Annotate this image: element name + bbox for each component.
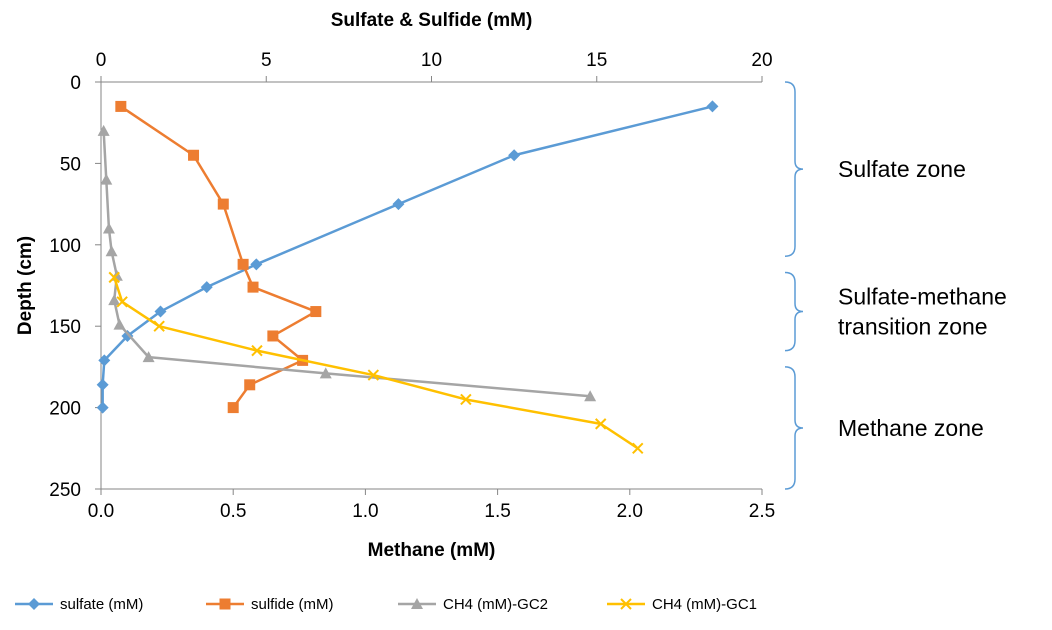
ch4-gc1-point [153, 320, 165, 332]
series-line-ch4-mm-gc1 [113, 276, 639, 450]
top-tick-label: 5 [261, 50, 272, 71]
sulfide-point [227, 402, 239, 414]
axes-group: 0 5 10 15 20 0.0 0.5 1.0 1.5 2.0 2.5 0 50 100 150 200 25… [15, 10, 775, 561]
bottom-tick-label: 1.5 [484, 501, 510, 522]
y-tick-label: 150 [49, 317, 81, 338]
sulfide-point [115, 100, 127, 112]
zone-label: transition zone [838, 314, 988, 340]
sulfide-point [244, 379, 256, 391]
y-tick-label: 200 [49, 399, 81, 420]
y-tick-label: 250 [49, 480, 81, 501]
zone-brace [784, 271, 804, 352]
legend-item-sulfate-mm: sulfate (mM) [15, 596, 143, 613]
top-tick-label: 0 [96, 50, 107, 71]
sulfate-point [250, 258, 263, 271]
ch4-gc1-point-stroke [620, 598, 632, 610]
sulfate-point [706, 100, 719, 113]
bottom-axis-title: Methane (mM) [368, 540, 496, 561]
bottom-tick-label: 1.0 [352, 501, 378, 522]
series-line-ch4-mm-gc2 [102, 130, 591, 398]
sulfide-point [267, 330, 279, 342]
ch4-gc1-point [251, 344, 263, 357]
sulfate-point [96, 378, 109, 391]
legend-item-sulfide-mm: sulfide (mM) [206, 596, 334, 613]
ch4-gc2-point [142, 351, 155, 363]
legend-item-ch4-mm-gc1: CH4 (mM)-GC1 [607, 596, 757, 613]
top-axis-title: Sulfate & Sulfide (mM) [331, 10, 533, 31]
zone-label: Methane zone [838, 415, 984, 441]
zone-label: Sulfate zone [838, 156, 966, 182]
ch4-gc2-point [102, 222, 115, 234]
ch4-gc2-point [113, 318, 126, 330]
sulfate-point [154, 305, 167, 318]
sulfate-point [121, 329, 134, 342]
sulfate-point [98, 354, 111, 367]
ch4-gc2-point [100, 173, 113, 185]
ch4-gc1-point [632, 442, 644, 455]
ch4-gc2-point [97, 124, 110, 136]
legend-label: CH4 (mM)-GC2 [443, 596, 548, 613]
series-line-sulfide-mm [120, 105, 318, 409]
sulfide-point [217, 198, 229, 210]
sulfate-point [96, 401, 109, 414]
series-sulfate-mm [96, 100, 719, 414]
legend-item-ch4-mm-gc2: CH4 (mM)-GC2 [398, 596, 548, 613]
ch4-gc1-point [116, 296, 128, 308]
ch4-gc1-point-stroke [153, 320, 165, 332]
legend-group: sulfate (mM) sulfide (mM) CH4 (mM)-GC2 CH4 … [15, 596, 757, 613]
ch4-gc2-point [319, 367, 332, 379]
ch4-gc1-point [108, 271, 120, 284]
ch4-gc2-point [105, 245, 118, 257]
top-tick-label: 10 [421, 50, 442, 71]
sulfide-point [188, 149, 200, 161]
ch4-gc1-point-stroke [251, 344, 263, 357]
bottom-tick-label: 2.0 [617, 501, 643, 522]
ch4-gc2-point [411, 598, 423, 609]
sulfate-point [392, 198, 405, 211]
sulfate-point [508, 149, 521, 162]
sulfide-point [219, 598, 231, 610]
zone-brace [784, 366, 804, 490]
legend-label: CH4 (mM)-GC1 [652, 596, 757, 613]
zone-brace [784, 81, 804, 257]
ch4-gc1-point [367, 369, 380, 381]
legend-label: sulfide (mM) [251, 596, 334, 613]
top-tick-label: 20 [751, 50, 772, 71]
zone-label: Sulfate-methane [838, 284, 1007, 310]
ch4-gc1-point-stroke [595, 418, 607, 430]
sulfide-point [237, 258, 249, 270]
sulfate-point [200, 281, 213, 294]
y-tick-label: 50 [60, 154, 81, 175]
sulfide-point [247, 281, 259, 293]
bottom-tick-label: 0.5 [220, 501, 246, 522]
y-tick-label: 0 [70, 73, 81, 94]
series-group [96, 100, 719, 455]
ch4-gc1-point-stroke [460, 393, 472, 406]
series-line-sulfate-mm [101, 105, 713, 408]
series-ch4-mm-gc1 [108, 271, 644, 455]
ch4-gc1-point-stroke [367, 369, 380, 381]
ch4-gc1-point [620, 598, 632, 610]
bottom-tick-label: 2.5 [749, 501, 775, 522]
ch4-gc1-point-stroke [116, 296, 128, 308]
ch4-gc1-point [595, 418, 607, 430]
y-tick-label: 100 [49, 236, 81, 257]
ch4-gc2-point [108, 294, 121, 306]
ch4-gc1-point-stroke [108, 271, 120, 284]
series-sulfide-mm [115, 100, 322, 414]
ch4-gc2-point [584, 390, 597, 402]
ch4-gc1-point-stroke [632, 442, 644, 455]
sulfide-point [310, 306, 322, 318]
series-ch4-mm-gc2 [97, 124, 597, 402]
legend-label: sulfate (mM) [60, 596, 143, 613]
zone-annotations-group: Sulfate zone Sulfate-methane transition zo… [784, 81, 1007, 490]
ch4-gc1-point [460, 393, 472, 406]
y-axis-title: Depth (cm) [15, 236, 36, 335]
sulfate-point [28, 598, 40, 610]
top-tick-label: 15 [586, 50, 607, 71]
bottom-tick-label: 0.0 [88, 501, 114, 522]
